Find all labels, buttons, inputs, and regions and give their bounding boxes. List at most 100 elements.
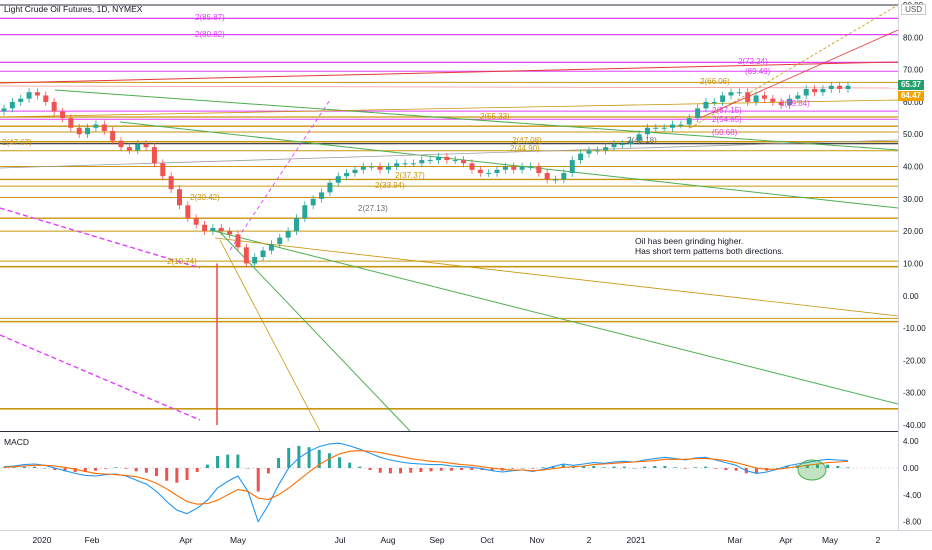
macd-histogram-bar	[429, 468, 433, 472]
level-label: 2(54.65)	[712, 115, 742, 124]
candle-body	[85, 127, 91, 135]
candle-body	[410, 163, 416, 165]
macd-histogram-bar	[734, 468, 738, 471]
trend-line	[219, 239, 321, 432]
macd-histogram-bar	[409, 468, 413, 473]
candle-body	[820, 89, 826, 93]
currency-badge[interactable]: USD	[901, 4, 926, 15]
macd-histogram-bar	[12, 467, 16, 468]
macd-histogram-bar	[460, 468, 464, 471]
y-tick-label: 0.00	[903, 292, 919, 301]
candle-body	[686, 118, 692, 125]
macd-histogram-bar	[256, 468, 260, 492]
candle-body	[1, 108, 7, 112]
candle-body	[619, 143, 625, 145]
macd-histogram-bar	[653, 465, 657, 468]
chart-note-line: Has short term patterns both directions.	[635, 246, 784, 256]
candle-body	[9, 101, 15, 109]
candle-body	[51, 101, 57, 112]
x-tick-label: Nov	[529, 535, 545, 545]
macd-histogram-bar	[22, 466, 26, 468]
macd-histogram-bar	[94, 468, 98, 471]
candle-body	[561, 173, 567, 180]
candle-body	[770, 98, 776, 102]
level-label: 2(44.90)	[510, 144, 540, 153]
candle-body	[319, 192, 325, 199]
y-tick-label: 70.00	[903, 66, 924, 75]
macd-line	[3, 442, 849, 523]
prev-price-tag: 64.47	[897, 91, 924, 101]
candle-body	[68, 118, 74, 128]
candle-body	[352, 169, 358, 173]
x-tick-label: 2	[587, 535, 592, 545]
level-label: 2(47.67)	[2, 138, 32, 147]
candle-body	[828, 85, 834, 89]
macd-histogram-bar	[399, 468, 403, 474]
candle-body	[252, 257, 258, 264]
macd-histogram-bar	[236, 454, 240, 468]
candle-body	[302, 205, 308, 219]
macd-histogram-bar	[73, 468, 77, 473]
candle-body	[803, 89, 809, 96]
candle-body	[243, 247, 249, 264]
x-tick-label: Sep	[429, 535, 444, 545]
candle-body	[670, 124, 676, 128]
candle-body	[135, 143, 141, 151]
trend-line	[217, 229, 411, 432]
level-label: 2(55.33)	[480, 112, 510, 121]
x-tick-label: 2021	[627, 535, 646, 545]
candle-body	[753, 95, 759, 102]
macd-histogram-bar	[775, 468, 779, 469]
macd-histogram-bar	[175, 468, 179, 483]
trend-line	[214, 237, 899, 317]
macd-histogram-bar	[826, 464, 830, 468]
candle-body	[578, 153, 584, 161]
candle-body	[344, 173, 350, 177]
candle-body	[594, 150, 600, 152]
macd-histogram-bar	[521, 468, 525, 469]
macd-histogram-bar	[307, 447, 311, 468]
trend-line	[0, 139, 899, 169]
macd-histogram-bar	[531, 468, 535, 469]
y-tick-label: 20.00	[903, 227, 924, 236]
macd-histogram-bar	[43, 468, 47, 469]
macd-histogram-bar	[297, 445, 301, 468]
x-tick-label: Oct	[480, 535, 494, 545]
macd-histogram-bar	[714, 468, 718, 469]
candle-body	[394, 163, 400, 167]
candle-body	[235, 234, 241, 248]
level-label: 2(30.42)	[190, 193, 220, 202]
macd-histogram-bar	[582, 465, 586, 468]
trend-line	[699, 29, 899, 119]
x-tick-label: Apr	[779, 535, 792, 545]
macd-histogram-bar	[246, 468, 250, 469]
macd-histogram-bar	[165, 468, 169, 481]
macd-histogram-bar	[378, 468, 382, 473]
macd-histogram-bar	[449, 468, 453, 471]
macd-histogram-bar	[195, 468, 199, 473]
macd-histogram-bar	[693, 467, 697, 468]
macd-histogram-bar	[815, 464, 819, 468]
macd-histogram-bar	[663, 465, 667, 468]
candle-body	[327, 182, 333, 193]
trend-line	[209, 229, 899, 405]
y-tick-label: 40.00	[903, 163, 924, 172]
macd-histogram-bar	[287, 447, 291, 468]
candle-body	[461, 160, 467, 164]
candle-body	[711, 101, 717, 103]
macd-histogram-bar	[205, 464, 209, 468]
candle-body	[436, 156, 442, 161]
y-tick-label: -40.00	[903, 421, 926, 430]
x-tick-label: Mar	[728, 535, 743, 545]
level-label: 2(80.82)	[195, 30, 225, 39]
trend-line	[0, 61, 899, 84]
trendlines	[0, 4, 899, 432]
level-label: 2(47.08)	[512, 136, 542, 145]
level-label: 2(33.94)	[375, 181, 405, 190]
candle-body	[43, 95, 49, 102]
candle-body	[812, 89, 818, 93]
candle-body	[268, 244, 274, 251]
macd-histogram-bar	[348, 462, 352, 468]
candle-body	[143, 143, 149, 148]
